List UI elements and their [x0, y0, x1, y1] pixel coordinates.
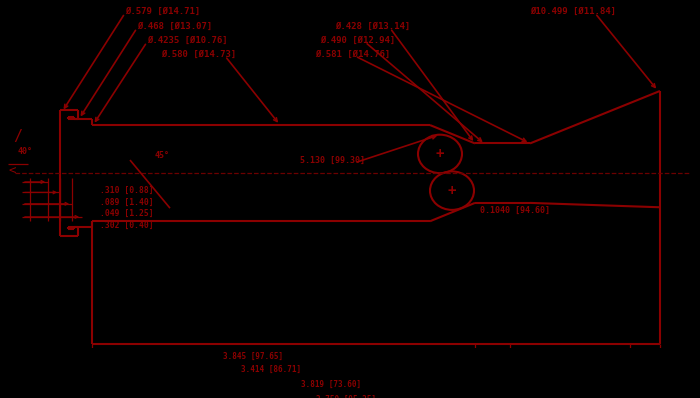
Text: +: + — [436, 147, 445, 161]
Text: Ø.468 [Ø13.07]: Ø.468 [Ø13.07] — [137, 22, 212, 31]
Text: 3.819 [73.60]: 3.819 [73.60] — [301, 380, 361, 389]
Text: 45°: 45° — [155, 151, 170, 160]
Text: .302 [0.40]: .302 [0.40] — [100, 221, 153, 230]
Text: Ø.580 [Ø14.73]: Ø.580 [Ø14.73] — [161, 50, 237, 59]
Text: 3.414 [86.71]: 3.414 [86.71] — [241, 365, 301, 374]
Text: Ø.581 [Ø14.76]: Ø.581 [Ø14.76] — [315, 50, 391, 59]
Text: Ø.490 [Ø12.94]: Ø.490 [Ø12.94] — [320, 36, 396, 45]
Text: .049 [1.25]: .049 [1.25] — [100, 209, 153, 218]
Text: 5.130 [99.30]: 5.130 [99.30] — [300, 156, 365, 164]
Text: .089 [1.40]: .089 [1.40] — [100, 197, 153, 207]
Text: <: < — [8, 165, 15, 178]
Text: +: + — [448, 183, 456, 198]
Text: Ø.428 [Ø13.14]: Ø.428 [Ø13.14] — [335, 22, 410, 31]
Text: 3.750 [95.25]: 3.750 [95.25] — [316, 395, 376, 398]
Text: 3.845 [97.65]: 3.845 [97.65] — [223, 351, 283, 361]
Text: Ø.579 [Ø14.71]: Ø.579 [Ø14.71] — [125, 7, 200, 16]
Text: 40°: 40° — [18, 147, 33, 156]
Text: Ø10.499 [Ø11.84]: Ø10.499 [Ø11.84] — [530, 7, 616, 16]
Text: .310 [0.88]: .310 [0.88] — [100, 186, 153, 195]
Text: /: / — [13, 129, 22, 144]
Text: 0.1040 [94.60]: 0.1040 [94.60] — [480, 205, 550, 215]
Text: Ø.4235 [Ø10.76]: Ø.4235 [Ø10.76] — [147, 36, 228, 45]
